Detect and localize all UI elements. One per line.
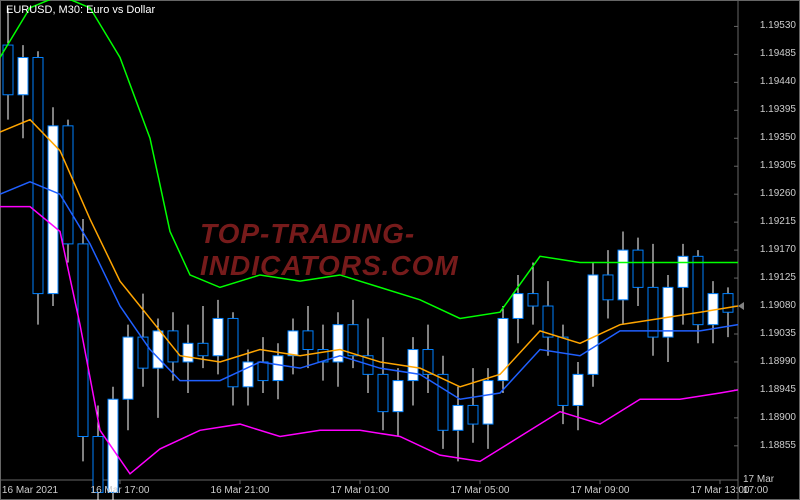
y-tick-label: 1.18900	[760, 412, 796, 423]
x-tick-label: 16 Mar 2021	[2, 485, 58, 496]
x-tick-label: 16 Mar 21:00	[211, 485, 270, 496]
x-tick-label: 17 Mar 09:00	[571, 485, 630, 496]
y-tick-label: 1.19440	[760, 76, 796, 87]
y-tick-label: 1.19080	[760, 300, 796, 311]
y-tick-label: 1.19125	[760, 272, 796, 283]
chart-container[interactable]: EURUSD, M30: Euro vs Dollar TOP-TRADING-…	[0, 0, 800, 500]
y-tick-label: 1.19395	[760, 104, 796, 115]
y-tick-label: 1.18855	[760, 440, 796, 451]
y-tick-label: 1.19485	[760, 48, 796, 59]
x-tick-label: 16 Mar 17:00	[91, 485, 150, 496]
y-tick-label: 1.18945	[760, 384, 796, 395]
y-tick-label: 1.19305	[760, 160, 796, 171]
x-tick-label: 17 Mar 01:00	[331, 485, 390, 496]
y-tick-label: 1.19215	[760, 216, 796, 227]
y-tick-label: 1.19035	[760, 328, 796, 339]
y-tick-label: 1.19530	[760, 20, 796, 31]
chart-title: EURUSD, M30: Euro vs Dollar	[6, 4, 155, 16]
y-tick-label: 1.19260	[760, 188, 796, 199]
x-tick-label-right: 17 Mar 17:00	[743, 474, 781, 496]
y-tick-label: 1.18990	[760, 356, 796, 367]
chart-svg[interactable]	[0, 0, 800, 500]
x-tick-label: 17 Mar 05:00	[451, 485, 510, 496]
y-tick-label: 1.19170	[760, 244, 796, 255]
x-tick-label: 17 Mar 13:00	[691, 485, 750, 496]
y-tick-label: 1.19350	[760, 132, 796, 143]
